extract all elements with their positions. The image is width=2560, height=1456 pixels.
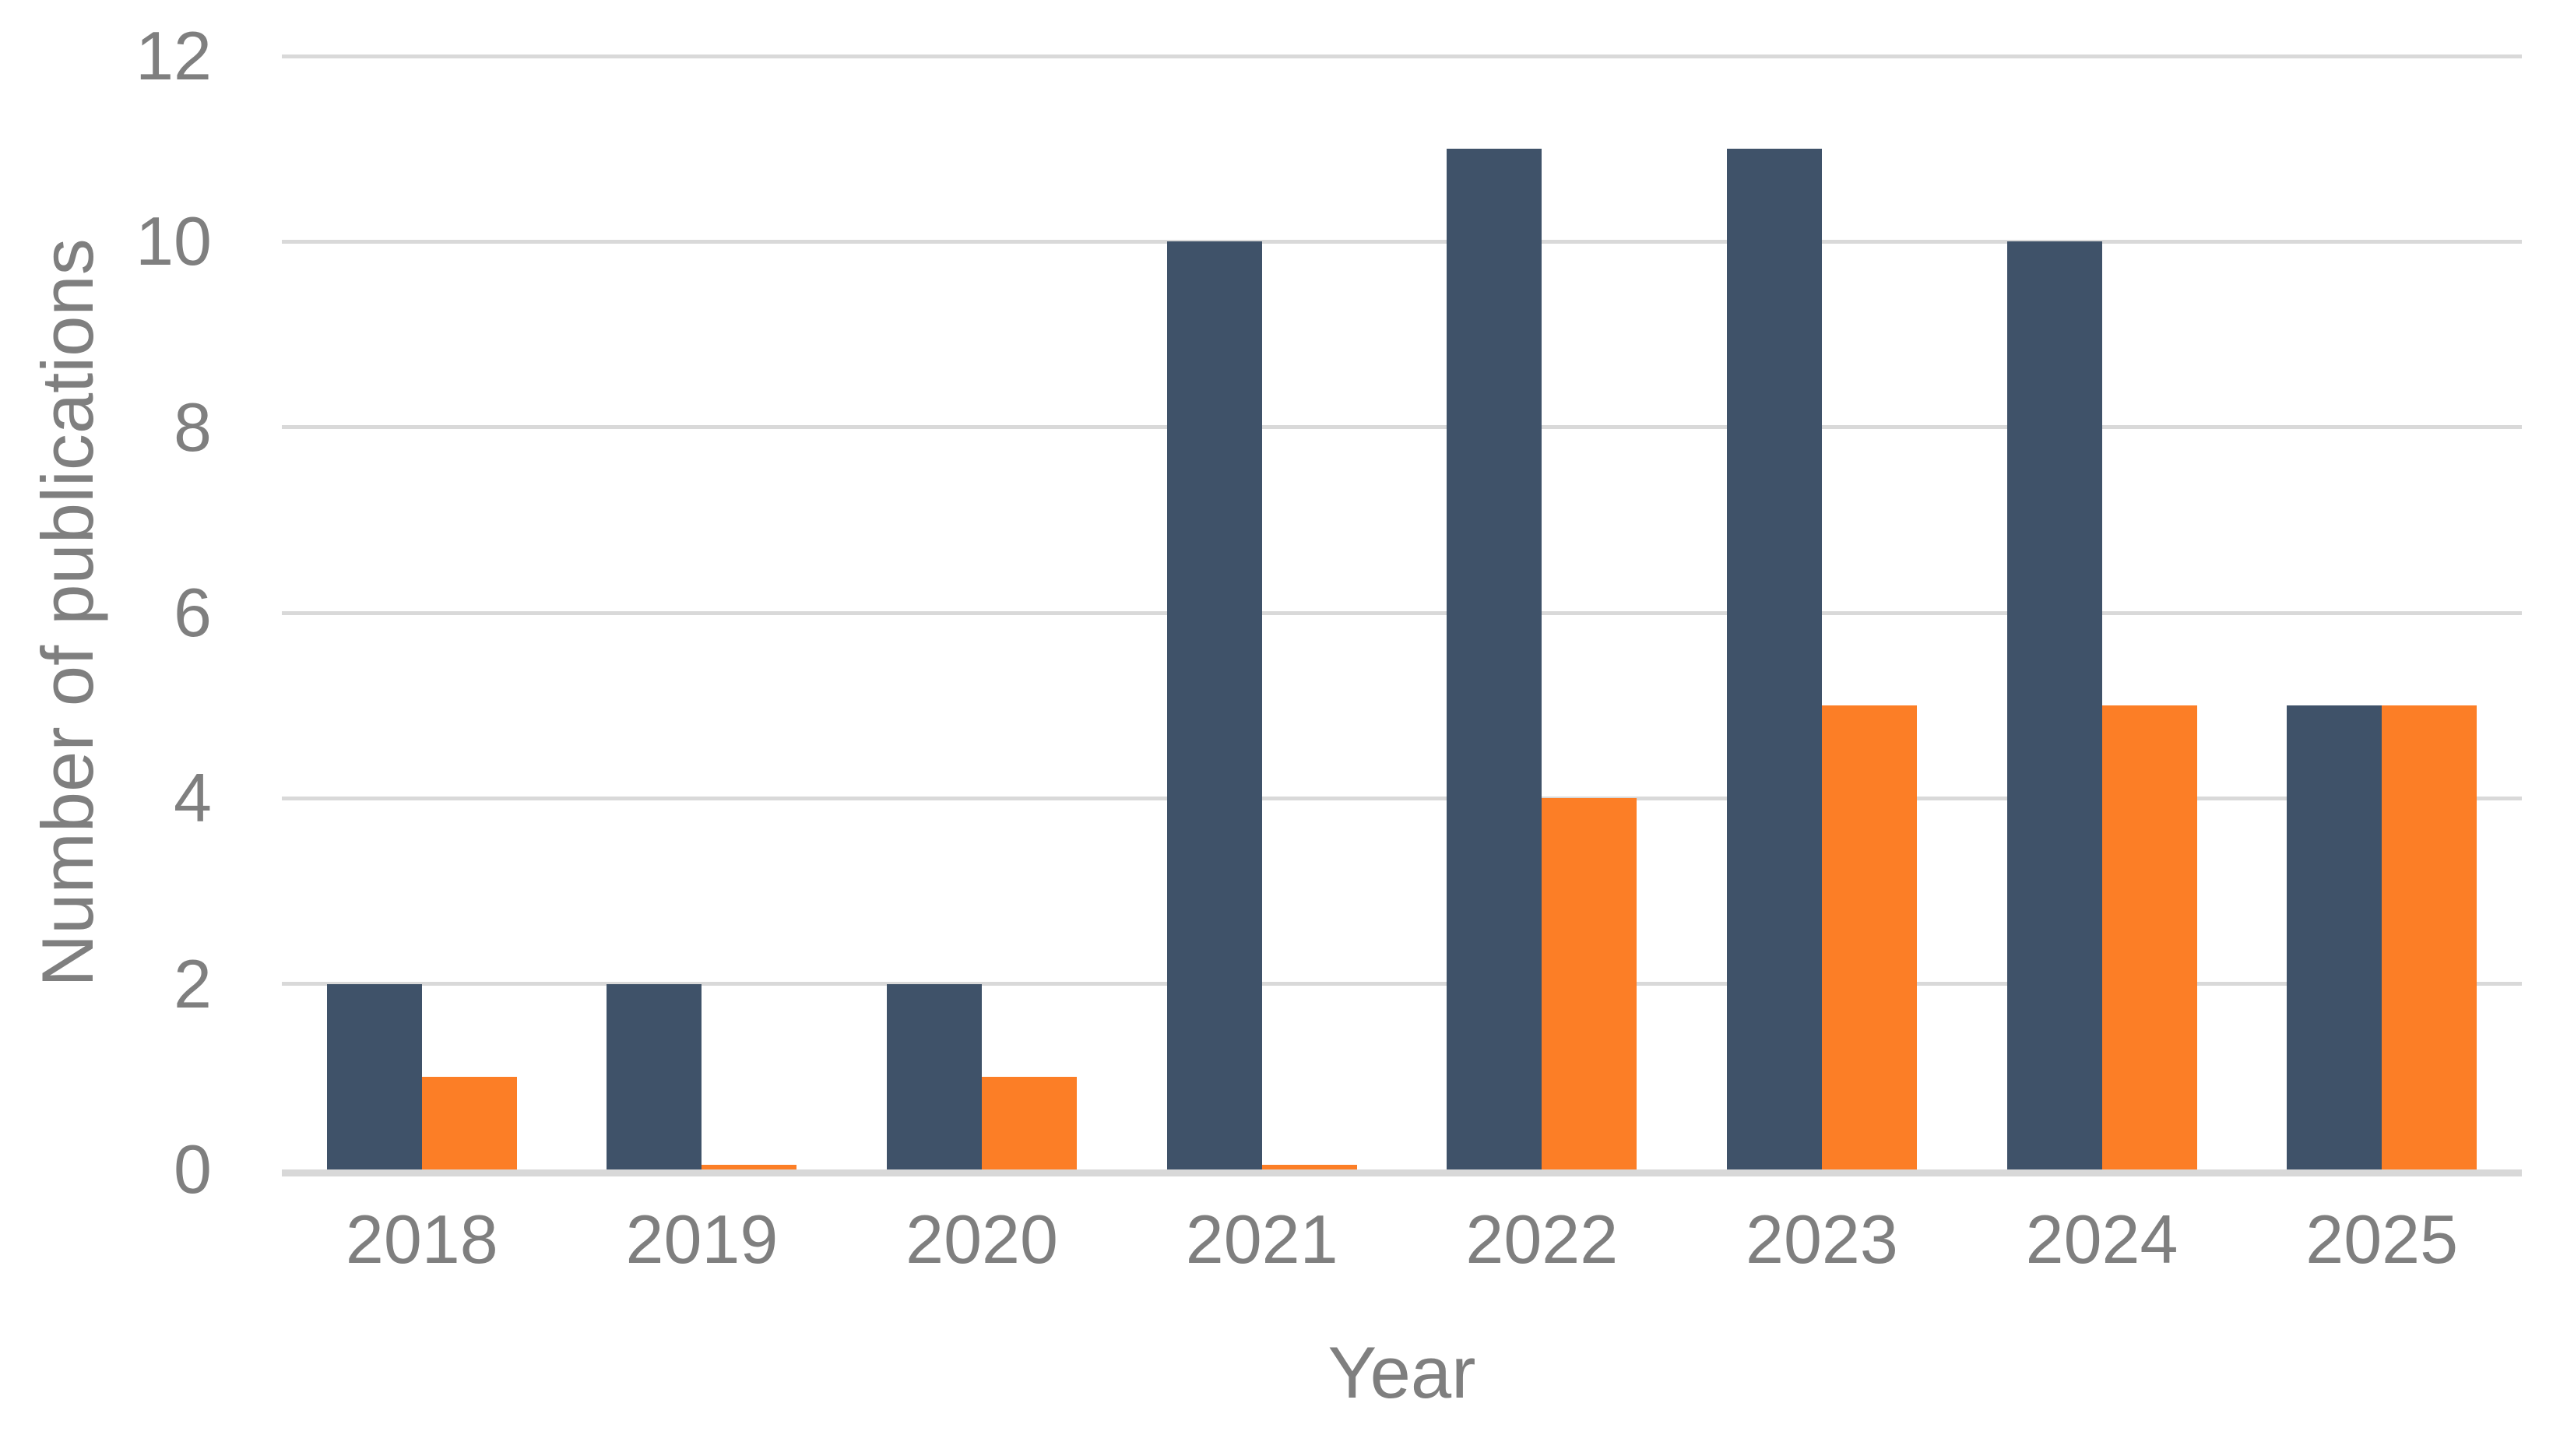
y-tick-label-8: 8 (174, 388, 212, 466)
bar-2024-orange (2101, 705, 2197, 1169)
gridline-10 (282, 239, 2522, 244)
bar-2019-dark_blue (607, 983, 702, 1169)
bar-2018-orange (421, 1076, 517, 1169)
x-tick-label-2021: 2021 (1185, 1201, 1338, 1278)
bar-2024-dark_blue (2006, 241, 2102, 1169)
bar-2022-orange (1542, 798, 1637, 1169)
bar-2023-orange (1821, 705, 1917, 1169)
y-tick-label-6: 6 (174, 574, 212, 651)
bar-2020-dark_blue (887, 983, 983, 1169)
bar-2019-orange (702, 1165, 797, 1169)
gridline-2 (282, 982, 2522, 986)
bar-2018-dark_blue (326, 983, 422, 1169)
gridline-8 (282, 425, 2522, 430)
bar-2021-orange (1261, 1165, 1357, 1169)
x-tick-label-2023: 2023 (1746, 1201, 1898, 1278)
y-tick-label-12: 12 (135, 17, 212, 94)
y-tick-label-4: 4 (174, 759, 212, 837)
x-tick-label-2020: 2020 (905, 1201, 1058, 1278)
x-tick-label-2018: 2018 (345, 1201, 498, 1278)
bar-2025-dark_blue (2287, 705, 2382, 1169)
y-tick-label-10: 10 (135, 202, 212, 280)
x-tick-label-2025: 2025 (2305, 1201, 2459, 1278)
gridline-4 (282, 796, 2522, 800)
x-axis-line (282, 1169, 2522, 1176)
x-tick-label-2024: 2024 (2025, 1201, 2178, 1278)
bar-2020-orange (982, 1076, 1078, 1169)
x-tick-label-2022: 2022 (1465, 1201, 1619, 1278)
x-axis-title: Year (1327, 1331, 1476, 1413)
gridline-12 (282, 54, 2522, 58)
bar-2025-orange (2382, 705, 2477, 1169)
bar-2021-dark_blue (1166, 241, 1262, 1169)
x-tick-label-2019: 2019 (625, 1201, 779, 1278)
bar-2022-dark_blue (1447, 149, 1542, 1169)
y-tick-label-0: 0 (174, 1131, 212, 1208)
gridline-6 (282, 610, 2522, 615)
y-tick-label-2: 2 (174, 944, 212, 1022)
bar-2023-dark_blue (1726, 149, 1822, 1169)
